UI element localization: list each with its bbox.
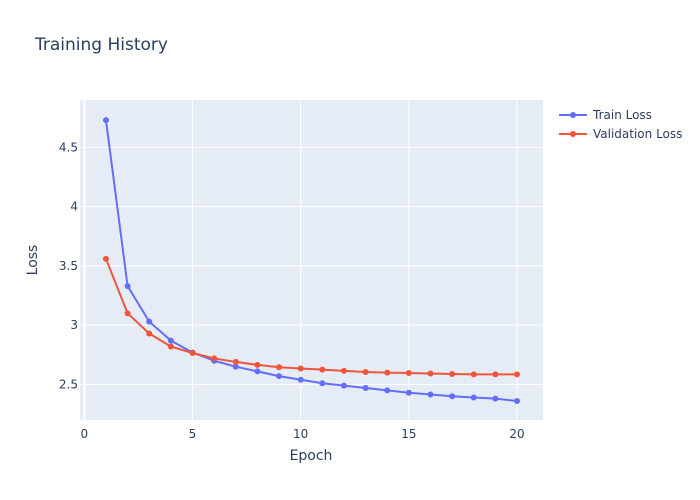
data-point[interactable] [102,255,109,262]
chart-title: Training History [34,35,168,55]
data-point[interactable] [470,394,477,401]
x-tick-label: 5 [189,427,197,441]
data-point[interactable] [427,370,434,377]
data-point[interactable] [362,385,369,391]
data-point[interactable] [254,368,261,375]
data-point[interactable] [167,343,174,350]
data-point[interactable] [405,369,412,376]
grid-lines [80,100,543,420]
legend-item[interactable]: Validation Loss [559,127,682,141]
x-tick-label: 10 [293,427,308,441]
data-point[interactable] [449,393,456,400]
data-point[interactable] [232,358,239,365]
y-tick-label: 3 [70,318,78,332]
legend-label: Train Loss [592,108,652,122]
legend[interactable]: Train Loss Validation Loss [559,108,682,141]
data-point[interactable] [189,350,196,357]
data-point[interactable] [297,376,304,383]
data-point[interactable] [384,387,391,394]
series-line [104,120,518,403]
data-point[interactable] [102,117,109,124]
data-point[interactable] [167,337,174,344]
legend-item[interactable]: Train Loss [559,108,652,122]
legend-swatch-marker [570,131,576,137]
legend-swatch-marker [570,112,576,118]
data-point[interactable] [297,365,304,372]
data-point[interactable] [211,355,218,362]
plot-area [80,100,543,420]
data-point[interactable] [146,330,153,337]
data-point[interactable] [319,366,326,373]
y-tick-label: 3.5 [59,259,78,273]
data-point[interactable] [232,363,239,370]
y-tick-label: 2.5 [59,377,78,391]
axis-ticks: 0 5 10 15 20 2.5 3 3.5 4 4.5 [59,140,525,441]
y-tick-label: 4.5 [59,140,78,154]
data-point[interactable] [514,398,521,405]
data-point[interactable] [124,283,131,290]
data-point[interactable] [449,371,456,378]
data-point[interactable] [492,395,499,402]
x-axis-label: Epoch [290,448,333,464]
series-0 [102,117,521,405]
data-point[interactable] [384,369,391,376]
y-tick-label: 4 [70,200,78,214]
legend-label: Validation Loss [593,127,682,141]
data-point[interactable] [514,371,521,378]
x-tick-label: 15 [401,427,416,441]
data-point[interactable] [427,391,434,398]
data-point[interactable] [340,367,347,374]
data-point[interactable] [276,373,283,380]
data-point[interactable] [146,318,153,325]
data-point[interactable] [124,310,131,317]
data-point[interactable] [470,371,477,378]
data-point[interactable] [362,369,369,375]
data-point[interactable] [405,389,412,396]
series-layer [102,117,521,405]
data-point[interactable] [254,361,261,368]
series-1 [102,255,521,378]
data-point[interactable] [340,382,347,389]
y-axis-label: Loss [25,245,41,276]
data-point[interactable] [319,380,326,387]
data-point[interactable] [276,364,283,371]
x-tick-label: 20 [509,427,524,441]
data-point[interactable] [492,371,499,378]
x-tick-label: 0 [81,427,89,441]
series-line [105,258,518,376]
